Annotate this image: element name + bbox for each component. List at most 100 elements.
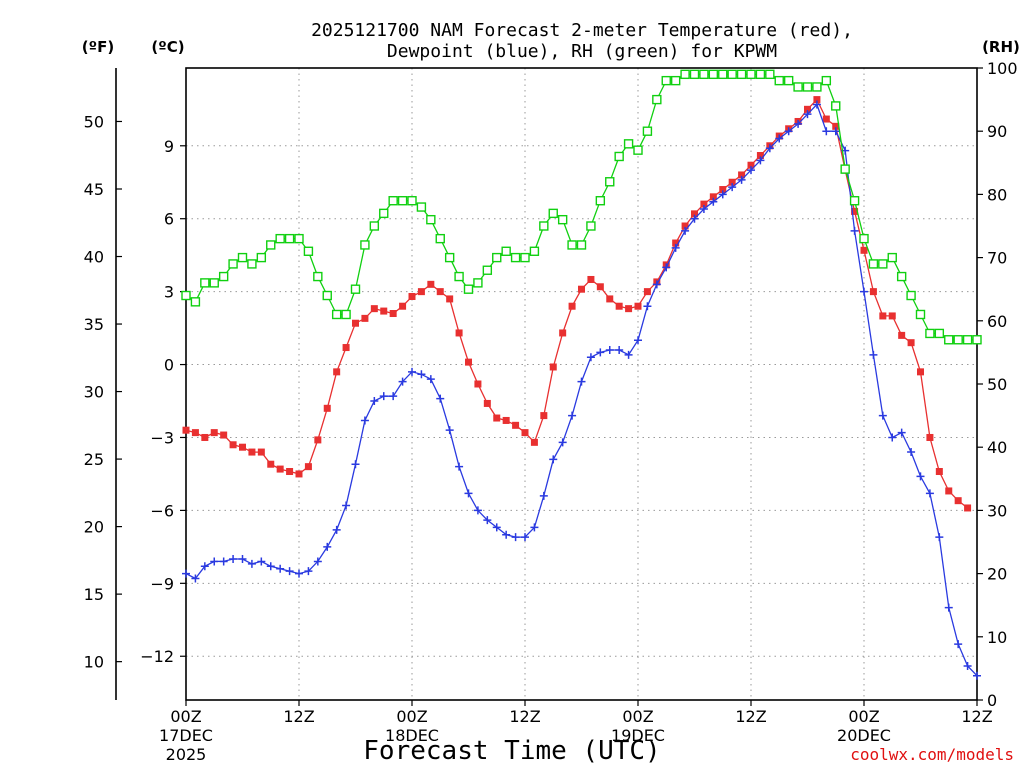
rh-point (360, 240, 370, 250)
dewpoint-point (521, 533, 529, 542)
rh-point (256, 252, 267, 263)
temperature-point (738, 171, 746, 179)
rh-point (190, 297, 201, 307)
tick-labels-layer: 9630−3−6−9−12504540353025201510100908070… (84, 59, 1018, 764)
temperature-point (540, 412, 548, 420)
temperature-point (709, 193, 717, 201)
temperature-point (860, 246, 868, 254)
temperature-point (267, 460, 275, 468)
rh-point (200, 278, 210, 288)
temperature-point (342, 344, 350, 352)
rh-point (821, 75, 832, 86)
rh-point (539, 221, 549, 231)
rh-point (492, 252, 502, 263)
rh-point (228, 259, 238, 269)
dewpoint-point (257, 557, 266, 566)
dewpoint-point (568, 411, 577, 420)
dewpoint-point (313, 557, 322, 566)
rh-point (896, 271, 907, 282)
series-layer (181, 69, 982, 680)
dewpoint-point (549, 455, 558, 464)
temperature-point (201, 433, 209, 441)
dewpoint-point (803, 110, 812, 119)
rh-point (275, 233, 285, 244)
dewpoint-point (577, 377, 586, 386)
temperature-point (747, 161, 755, 169)
temperature-point (408, 292, 416, 300)
dewpoint-point (182, 569, 190, 578)
dewpoint-point (615, 345, 624, 354)
temperature-point (822, 115, 830, 123)
rh-tick-label: 30 (987, 501, 1007, 520)
temperature-point (568, 302, 576, 310)
temperature-point (832, 122, 840, 130)
dewpoint-point (445, 426, 454, 435)
x-tick-year-label: 2025 (166, 745, 207, 764)
temperature-point (248, 448, 256, 456)
dewpoint-point (464, 489, 473, 498)
rh-point (247, 259, 257, 269)
dewpoint-point (596, 348, 605, 357)
rh-point (840, 164, 850, 174)
dewpoint-point (351, 460, 360, 469)
dewpoint-point (398, 377, 407, 386)
fahrenheit-tick-label: 30 (84, 383, 104, 402)
fahrenheit-tick-label: 15 (84, 585, 104, 604)
temperature-point (474, 380, 482, 388)
rh-tick-label: 70 (987, 249, 1007, 268)
axes-layer (115, 67, 983, 706)
temperature-point (333, 368, 341, 376)
rh-point (595, 196, 606, 206)
rh-tick-label: 100 (987, 59, 1018, 78)
dewpoint-point (681, 226, 690, 235)
temperature-point (813, 96, 821, 104)
temperature-point (559, 329, 567, 337)
dewpoint-point (276, 564, 285, 573)
dewpoint-point (784, 127, 793, 136)
rh-tick-label: 60 (987, 312, 1007, 331)
rh-point (576, 240, 587, 250)
rh-point (944, 335, 954, 345)
dewpoint-point (200, 562, 209, 571)
rh-point (426, 214, 436, 225)
rh-point (614, 151, 624, 162)
rh-point (209, 278, 219, 288)
rh-point (444, 252, 455, 263)
temperature-point (643, 288, 651, 296)
temperature-point (229, 441, 237, 449)
dewpoint-point (219, 557, 228, 566)
chart-title: 2025121700 NAM Forecast 2-meter Temperat… (311, 20, 853, 62)
rh-point (849, 196, 860, 206)
dewpoint-point (304, 567, 313, 576)
celsius-tick-label: −9 (150, 574, 174, 593)
rh-point (369, 221, 380, 231)
dewpoint-point (850, 226, 859, 235)
rh-point (482, 265, 493, 275)
temperature-point (455, 329, 463, 337)
x-tick-date-label: 19DEC (611, 726, 665, 745)
fahrenheit-unit-label: (ºF) (82, 38, 114, 56)
celsius-tick-label: 6 (164, 210, 174, 229)
dewpoint-point (605, 345, 614, 354)
temperature-point (606, 295, 614, 303)
rh-point (689, 69, 700, 80)
dewpoint-point (831, 127, 840, 136)
dewpoint-point (671, 243, 680, 252)
dewpoint-point (417, 370, 426, 379)
temperature-point (483, 399, 491, 407)
rh-point (812, 82, 822, 92)
temperature-point (907, 339, 915, 347)
dewpoint-point (944, 603, 953, 612)
rh-point (548, 208, 558, 219)
rh-point (699, 69, 709, 80)
temperature-point (276, 465, 284, 473)
dewpoint-point (775, 134, 784, 143)
temperature-point (879, 312, 887, 320)
dewpoint-point (812, 100, 821, 109)
rh-point (350, 284, 361, 294)
temperature-point (634, 302, 642, 310)
rh-tick-label: 0 (987, 691, 997, 710)
temperature-point (314, 436, 322, 444)
dewpoint-point (907, 448, 916, 457)
rh-point (557, 214, 568, 225)
